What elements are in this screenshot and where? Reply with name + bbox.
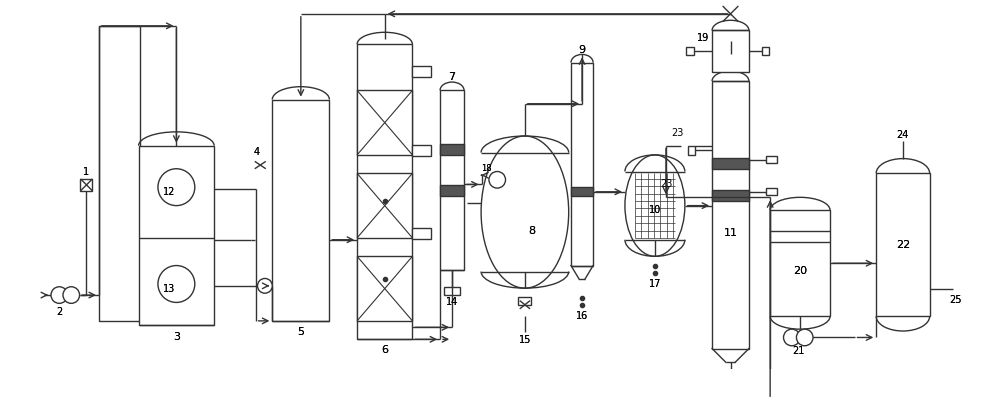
- Bar: [571, 187, 593, 197]
- Text: 4: 4: [254, 147, 260, 157]
- Circle shape: [258, 278, 272, 293]
- Circle shape: [51, 287, 68, 303]
- Bar: [357, 256, 412, 321]
- Circle shape: [63, 287, 80, 303]
- Text: 6: 6: [381, 345, 388, 355]
- Text: 22: 22: [896, 240, 910, 250]
- Bar: [412, 145, 431, 156]
- Bar: [712, 31, 749, 72]
- Bar: [770, 210, 830, 316]
- Bar: [412, 228, 431, 239]
- Bar: [440, 91, 464, 270]
- Text: 16: 16: [576, 311, 588, 321]
- Bar: [518, 297, 531, 305]
- Text: 15: 15: [519, 335, 531, 345]
- Text: 9: 9: [578, 45, 586, 55]
- Text: 12: 12: [163, 187, 175, 197]
- Bar: [686, 48, 694, 55]
- Bar: [139, 146, 214, 326]
- Bar: [99, 26, 140, 321]
- Bar: [688, 146, 695, 155]
- Text: 21: 21: [792, 346, 804, 356]
- Bar: [357, 44, 412, 339]
- Text: 14: 14: [446, 297, 458, 307]
- Text: 23: 23: [660, 179, 672, 189]
- Text: 2: 2: [56, 306, 62, 317]
- Bar: [80, 179, 92, 191]
- Bar: [412, 66, 431, 77]
- Text: 16: 16: [576, 311, 588, 321]
- Bar: [444, 287, 460, 295]
- Bar: [440, 144, 464, 155]
- Text: 6: 6: [381, 345, 388, 355]
- Text: 20: 20: [793, 266, 807, 276]
- Text: 7: 7: [448, 73, 456, 83]
- Bar: [440, 185, 464, 197]
- Text: 7: 7: [448, 73, 456, 83]
- Text: 11: 11: [724, 228, 738, 238]
- Bar: [712, 81, 749, 349]
- Ellipse shape: [625, 155, 685, 256]
- Text: 14: 14: [446, 297, 458, 307]
- Bar: [712, 158, 749, 169]
- Text: 5: 5: [297, 327, 304, 337]
- Text: 20: 20: [793, 266, 807, 276]
- Text: 18: 18: [481, 164, 491, 173]
- Text: 24: 24: [897, 130, 909, 140]
- Text: 18: 18: [481, 164, 491, 173]
- Text: 2: 2: [56, 306, 62, 317]
- Text: 19: 19: [697, 33, 709, 43]
- Text: 10: 10: [649, 205, 661, 215]
- Bar: [272, 100, 329, 321]
- Circle shape: [784, 329, 800, 346]
- Bar: [712, 190, 749, 201]
- Circle shape: [158, 169, 195, 206]
- Bar: [762, 48, 769, 55]
- Ellipse shape: [481, 136, 569, 288]
- Bar: [766, 156, 777, 163]
- Text: 15: 15: [519, 335, 531, 345]
- Text: 13: 13: [163, 283, 175, 294]
- Text: 8: 8: [529, 225, 536, 235]
- Text: 21: 21: [792, 346, 804, 356]
- Text: 9: 9: [578, 45, 586, 55]
- Bar: [357, 173, 412, 238]
- Text: 23: 23: [671, 128, 683, 138]
- Text: 17: 17: [649, 279, 661, 289]
- Text: 3: 3: [173, 331, 180, 341]
- Bar: [571, 63, 593, 266]
- Text: 8: 8: [529, 225, 536, 235]
- Text: 25: 25: [949, 295, 962, 304]
- Bar: [876, 173, 930, 316]
- Text: 10: 10: [649, 205, 661, 215]
- Text: 24: 24: [897, 130, 909, 140]
- Bar: [766, 188, 777, 195]
- Circle shape: [489, 172, 506, 188]
- Text: 4: 4: [254, 147, 260, 157]
- Text: 13: 13: [163, 283, 175, 294]
- Circle shape: [158, 266, 195, 303]
- Text: 1: 1: [83, 168, 89, 177]
- Bar: [357, 91, 412, 155]
- Text: 12: 12: [163, 187, 175, 197]
- Text: 17: 17: [649, 279, 661, 289]
- Text: 19: 19: [697, 33, 709, 43]
- Text: 3: 3: [173, 331, 180, 341]
- Text: 1: 1: [83, 168, 89, 177]
- Text: 5: 5: [297, 327, 304, 337]
- Circle shape: [796, 329, 813, 346]
- Text: 25: 25: [949, 295, 962, 304]
- Text: 11: 11: [724, 228, 738, 238]
- Text: 22: 22: [896, 240, 910, 250]
